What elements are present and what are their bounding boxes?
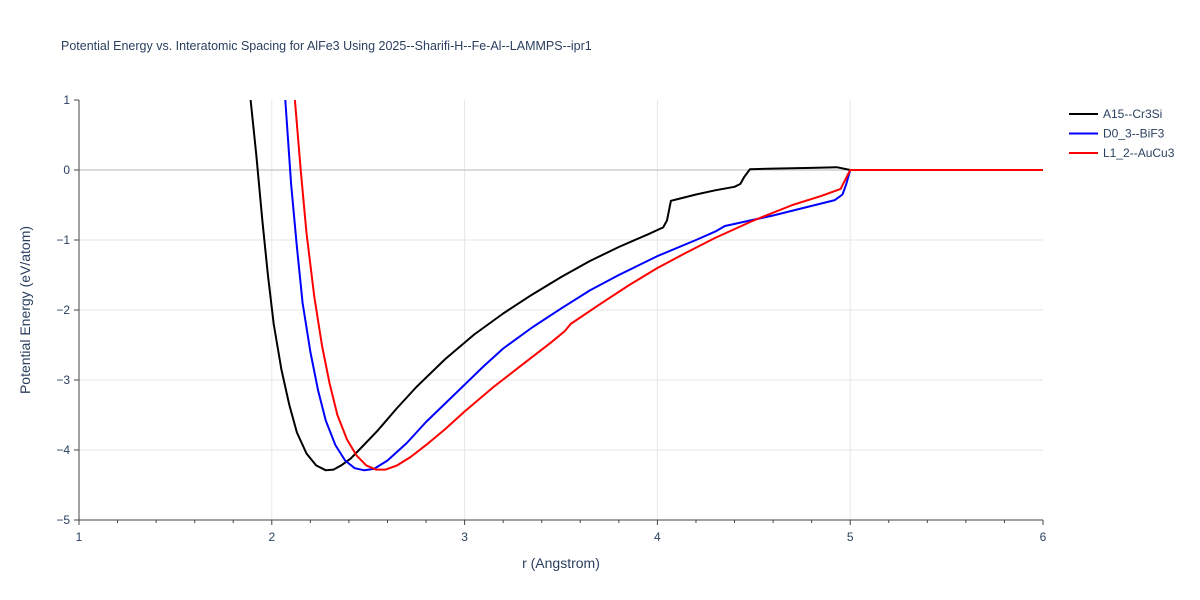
x-tick-label: 5 bbox=[847, 530, 854, 544]
x-axis-title: r (Angstrom) bbox=[522, 555, 600, 571]
series-line-1 bbox=[249, 100, 1043, 472]
legend[interactable]: A15--Cr3Si D0_3--BiF3 L1_2--AuCu3 bbox=[1069, 107, 1175, 160]
y-axis-title: Potential Energy (eV/atom) bbox=[17, 226, 33, 394]
legend-label: L1_2--AuCu3 bbox=[1103, 146, 1175, 160]
legend-item-2[interactable]: D0_3--BiF3 bbox=[1069, 127, 1165, 141]
x-tick-label: 4 bbox=[654, 530, 661, 544]
y-tick-label: −2 bbox=[56, 303, 70, 317]
y-tick-label: −4 bbox=[56, 443, 70, 457]
series-line-3 bbox=[293, 100, 1043, 471]
axis-layer: 1 2 3 4 5 6 1 0 −1 −2 −3 −4 −5 bbox=[56, 93, 1046, 544]
series-line-2 bbox=[284, 100, 1043, 472]
grid-layer bbox=[79, 100, 1043, 520]
x-tick-label: 6 bbox=[1040, 530, 1047, 544]
chart-title: Potential Energy vs. Interatomic Spacing… bbox=[61, 39, 592, 53]
legend-item-1[interactable]: A15--Cr3Si bbox=[1069, 107, 1162, 121]
legend-label: A15--Cr3Si bbox=[1103, 107, 1162, 121]
x-tick-label: 3 bbox=[461, 530, 468, 544]
legend-label: D0_3--BiF3 bbox=[1103, 127, 1165, 141]
series-layer bbox=[249, 100, 1043, 472]
y-tick-label: 1 bbox=[63, 93, 70, 107]
y-tick-label: −3 bbox=[56, 373, 70, 387]
x-tick-label: 1 bbox=[76, 530, 83, 544]
legend-item-3[interactable]: L1_2--AuCu3 bbox=[1069, 146, 1175, 160]
y-tick-label: 0 bbox=[63, 163, 70, 177]
y-tick-label: −1 bbox=[56, 233, 70, 247]
y-tick-label: −5 bbox=[56, 513, 70, 527]
x-tick-label: 2 bbox=[268, 530, 275, 544]
